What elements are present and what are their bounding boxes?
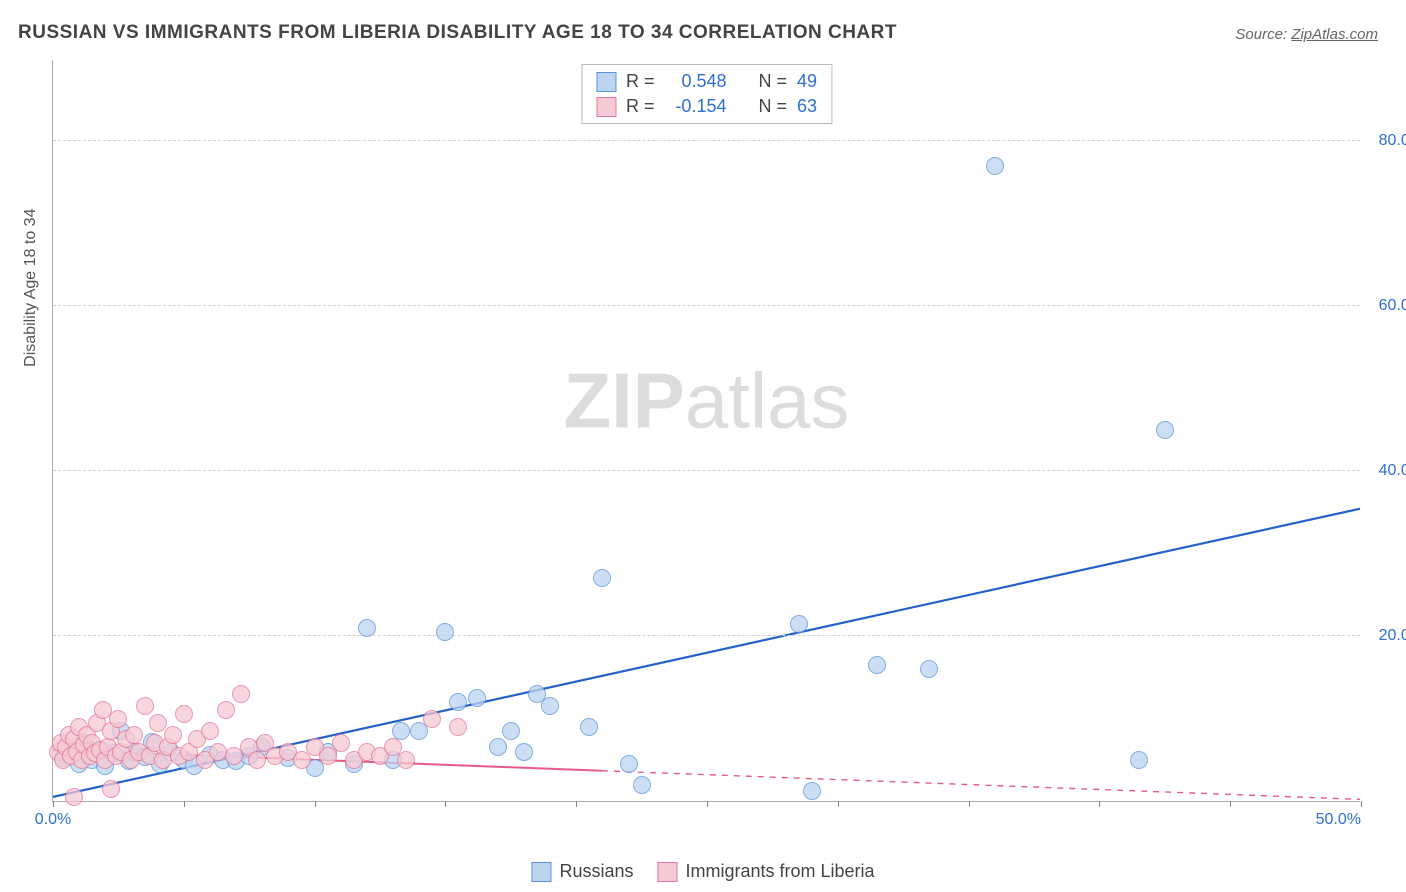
- russians-point: [580, 718, 598, 736]
- x-tick: [576, 801, 577, 807]
- liberia-point: [125, 726, 143, 744]
- liberia-point: [136, 697, 154, 715]
- liberia-point: [449, 718, 467, 736]
- liberia-point: [149, 714, 167, 732]
- x-tick-label: 50.0%: [1316, 811, 1361, 829]
- liberia-swatch: [657, 862, 677, 882]
- source-prefix: Source:: [1235, 26, 1291, 43]
- liberia-point: [102, 780, 120, 798]
- legend-item-russians[interactable]: Russians: [531, 861, 633, 882]
- russians-point: [620, 755, 638, 773]
- legend-label: Russians: [559, 861, 633, 882]
- x-tick: [315, 801, 316, 807]
- n-label: N =: [758, 71, 787, 92]
- legend-label: Immigrants from Liberia: [685, 861, 874, 882]
- watermark-zip: ZIP: [563, 356, 684, 444]
- russians-point: [1156, 421, 1174, 439]
- russians-point: [468, 689, 486, 707]
- liberia-point: [423, 710, 441, 728]
- russians-point: [436, 623, 454, 641]
- source-attribution: Source: ZipAtlas.com: [1235, 26, 1378, 43]
- watermark: ZIPatlas: [563, 355, 849, 446]
- liberia-swatch: [596, 97, 616, 117]
- y-tick-label: 20.0%: [1379, 627, 1406, 645]
- r-label: R =: [626, 71, 655, 92]
- x-tick: [184, 801, 185, 807]
- russians-swatch: [531, 862, 551, 882]
- x-tick: [707, 801, 708, 807]
- n-label: N =: [758, 96, 787, 117]
- legend-stat-row-liberia: R = -0.154 N = 63: [596, 94, 817, 119]
- y-axis-label: Disability Age 18 to 34: [22, 209, 40, 367]
- russians-point: [633, 776, 651, 794]
- legend-stat-row-russians: R = 0.548 N = 49: [596, 69, 817, 94]
- grid-line: [53, 140, 1360, 141]
- chart-title: RUSSIAN VS IMMIGRANTS FROM LIBERIA DISAB…: [18, 22, 897, 44]
- y-tick-label: 80.0%: [1379, 132, 1406, 150]
- x-tick: [838, 801, 839, 807]
- liberia-point: [232, 685, 250, 703]
- russians-point: [392, 722, 410, 740]
- series-legend: Russians Immigrants from Liberia: [531, 861, 874, 882]
- liberia-point: [248, 751, 266, 769]
- russians-point: [515, 743, 533, 761]
- russians-swatch: [596, 72, 616, 92]
- russians-point: [449, 693, 467, 711]
- liberia-point: [201, 722, 219, 740]
- liberia-point: [217, 701, 235, 719]
- scatter-plot: ZIPatlas R =0.548N =49R =-0.154N =63 20.…: [52, 60, 1360, 802]
- russians-point: [790, 615, 808, 633]
- n-value: 63: [797, 96, 817, 117]
- x-tick: [1230, 801, 1231, 807]
- russians-point: [489, 738, 507, 756]
- grid-line: [53, 635, 1360, 636]
- russians-point: [1130, 751, 1148, 769]
- russians-point: [920, 660, 938, 678]
- y-tick-label: 60.0%: [1379, 297, 1406, 315]
- russians-point: [593, 569, 611, 587]
- r-label: R =: [626, 96, 655, 117]
- liberia-point: [65, 788, 83, 806]
- liberia-point: [109, 710, 127, 728]
- liberia-point: [332, 734, 350, 752]
- x-tick-label: 0.0%: [35, 811, 71, 829]
- x-tick: [1361, 801, 1362, 807]
- correlation-legend: R = 0.548 N = 49 R = -0.154 N = 63: [581, 64, 832, 124]
- russians-point: [986, 157, 1004, 175]
- x-tick: [1099, 801, 1100, 807]
- liberia-point: [397, 751, 415, 769]
- x-tick: [969, 801, 970, 807]
- x-tick: [53, 801, 54, 807]
- x-tick: [445, 801, 446, 807]
- russians-point: [358, 619, 376, 637]
- liberia-point: [175, 705, 193, 723]
- r-value: 0.548: [664, 71, 726, 92]
- watermark-atlas: atlas: [685, 356, 850, 444]
- r-value: -0.154: [664, 96, 726, 117]
- russians-point: [868, 656, 886, 674]
- grid-line: [53, 305, 1360, 306]
- y-tick-label: 40.0%: [1379, 462, 1406, 480]
- n-value: 49: [797, 71, 817, 92]
- source-link[interactable]: ZipAtlas.com: [1291, 26, 1378, 43]
- legend-item-liberia[interactable]: Immigrants from Liberia: [657, 861, 874, 882]
- grid-line: [53, 470, 1360, 471]
- russians-point: [541, 697, 559, 715]
- liberia-point: [164, 726, 182, 744]
- russians-point: [502, 722, 520, 740]
- russians-point: [803, 782, 821, 800]
- liberia-trend-line-extrapolated: [602, 771, 1360, 800]
